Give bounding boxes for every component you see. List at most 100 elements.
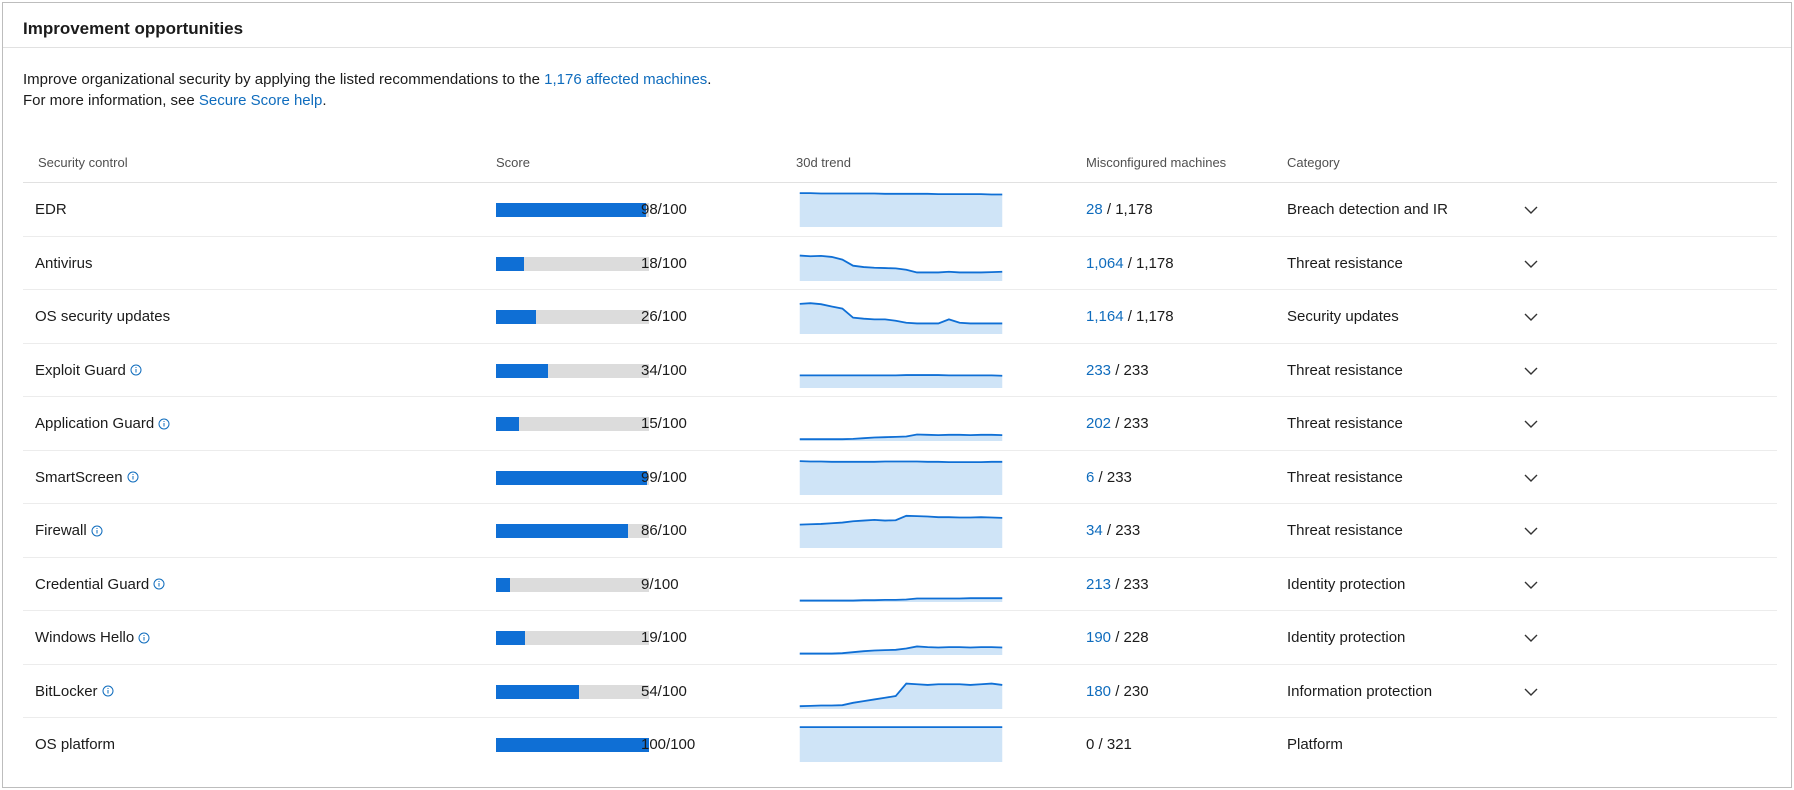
misconfigured-count-link[interactable]: 6 [1086, 468, 1095, 486]
chevron-down-icon[interactable] [1523, 256, 1539, 272]
intro-line2-text: For more information, see [23, 92, 199, 109]
trend-sparkline [799, 682, 1003, 709]
trend-area [799, 193, 1003, 227]
trend-line [799, 645, 1003, 655]
info-icon[interactable] [102, 685, 114, 697]
security-control-label: SmartScreen [35, 468, 123, 486]
score-bar-fill [496, 470, 648, 485]
score-value: 18/100 [641, 254, 687, 272]
misconfigured-count-link[interactable]: 233 [1086, 361, 1112, 379]
trend-line [799, 596, 1003, 601]
category-label: Security updates [1287, 308, 1399, 325]
trend-line [799, 373, 1003, 377]
security-control-label: OS platform [35, 736, 116, 753]
misconfigured-machines: 0 / 321 [1086, 736, 1132, 753]
misconfigured-machines: 233 / 233 [1086, 362, 1149, 379]
category-label: Threat resistance [1287, 361, 1403, 379]
col-header-category[interactable]: Category [1287, 155, 1340, 170]
score-bar [496, 524, 649, 538]
info-icon[interactable] [158, 418, 170, 430]
trend-sparkline [799, 302, 1003, 334]
col-header-trend[interactable]: 30d trend [796, 155, 851, 170]
misconfigured-count-link[interactable]: 213 [1086, 575, 1112, 593]
trend-sparkline [799, 373, 1003, 388]
misconfigured-count-link[interactable]: 180 [1086, 682, 1112, 700]
misconfigured-count-link[interactable]: 1,064 [1086, 254, 1124, 272]
misconfigured-count-link[interactable]: 28 [1086, 201, 1103, 218]
score-bar-fill [496, 738, 649, 752]
trend-line [799, 514, 1003, 526]
intro-line2-suffix: . [322, 92, 327, 109]
score-value: 26/100 [641, 308, 687, 325]
chevron-down-icon[interactable] [1523, 630, 1539, 646]
table-row[interactable]: Application Guard 15/100 202 / 233 Threat r… [23, 397, 1777, 451]
security-control-label: Windows Hello [35, 629, 135, 646]
chevron-down-icon[interactable] [1523, 309, 1539, 325]
table-body: EDR 98/100 28 / 1,178 Breach detection and … [23, 183, 1777, 772]
chevron-down-icon[interactable] [1523, 470, 1539, 486]
misconfigured-count-link[interactable]: 1,164 [1086, 308, 1124, 325]
info-icon[interactable] [130, 364, 142, 376]
misconfigured-total: / 1,178 [1102, 201, 1153, 218]
table-row[interactable]: Credential Guard 9/100 213 / 233 Identity p… [23, 558, 1777, 611]
secure-score-help-link[interactable]: Secure Score help [198, 92, 323, 109]
affected-machines-link[interactable]: 1,176 affected machines [544, 71, 708, 88]
score-value: 9/100 [641, 575, 679, 593]
score-bar [496, 577, 649, 592]
score-bar-fill [496, 256, 524, 271]
chevron-down-icon[interactable] [1523, 416, 1539, 432]
security-control-name: BitLocker [35, 683, 114, 700]
trend-sparkline [799, 459, 1003, 495]
misconfigured-count-link[interactable]: 202 [1086, 415, 1112, 432]
trend-area [799, 460, 1003, 495]
misconfigured-count-link[interactable]: 190 [1086, 629, 1112, 646]
score-bar-fill [496, 417, 519, 431]
trend-sparkline [799, 726, 1003, 762]
table-row[interactable]: SmartScreen 99/100 6 / 233 Threat resistanc… [23, 451, 1777, 504]
misconfigured-machines: 1,164 / 1,178 [1086, 308, 1174, 325]
security-control-name: Credential Guard [35, 576, 165, 593]
category-label: Identity protection [1287, 629, 1406, 646]
table-row[interactable]: Antivirus 18/100 1,064 / 1,178 Threat resis… [23, 237, 1777, 290]
category-label: Information protection [1287, 682, 1433, 700]
panel-header: Improvement opportunities [3, 3, 1791, 48]
table-row[interactable]: OS security updates 26/100 1,164 / 1,178 Se… [23, 290, 1777, 344]
security-control-name: SmartScreen [35, 469, 139, 486]
info-icon[interactable] [153, 578, 165, 590]
trend-line [799, 682, 1003, 707]
info-icon[interactable] [138, 632, 150, 644]
table-row[interactable]: Firewall 86/100 34 / 233 Threat resistance [23, 504, 1777, 558]
trend-line [799, 459, 1003, 463]
trend-sparkline [799, 645, 1003, 655]
col-header-misconfigured[interactable]: Misconfigured machines [1086, 155, 1227, 170]
score-bar-fill [496, 577, 510, 592]
score-bar [496, 470, 649, 485]
table-row[interactable]: Windows Hello 19/100 190 / 228 Identity pro… [23, 611, 1777, 665]
info-icon[interactable] [127, 471, 139, 483]
trend-line [799, 433, 1003, 441]
col-header-security-control[interactable]: Security control [38, 155, 128, 170]
chevron-down-icon[interactable] [1523, 363, 1539, 379]
misconfigured-total: / 233 [1094, 468, 1132, 486]
misconfigured-machines: 1,064 / 1,178 [1086, 255, 1174, 272]
info-icon[interactable] [91, 525, 103, 537]
misconfigured-count-link[interactable]: 34 [1086, 522, 1103, 539]
col-header-score[interactable]: Score [496, 155, 530, 170]
table-row[interactable]: BitLocker 54/100 180 / 230 Information prot… [23, 665, 1777, 718]
table-row[interactable]: Exploit Guard 34/100 233 / 233 Threat resis… [23, 344, 1777, 397]
score-bar [496, 417, 649, 431]
misconfigured-total: / 233 [1111, 415, 1149, 432]
trend-area [799, 303, 1003, 334]
misconfigured-total: / 1,178 [1123, 254, 1174, 272]
chevron-down-icon[interactable] [1523, 523, 1539, 539]
trend-line [799, 192, 1003, 196]
score-bar [496, 631, 649, 645]
table-row[interactable]: OS platform 100/100 0 / 321 Platform [23, 718, 1777, 772]
chevron-down-icon[interactable] [1523, 202, 1539, 218]
table-row[interactable]: EDR 98/100 28 / 1,178 Breach detection and … [23, 183, 1777, 237]
intro-line1-text: Improve organizational security by apply… [23, 71, 545, 88]
chevron-down-icon[interactable] [1523, 684, 1539, 700]
score-bar [496, 256, 649, 271]
security-control-label: Credential Guard [35, 575, 150, 593]
chevron-down-icon[interactable] [1523, 577, 1539, 593]
